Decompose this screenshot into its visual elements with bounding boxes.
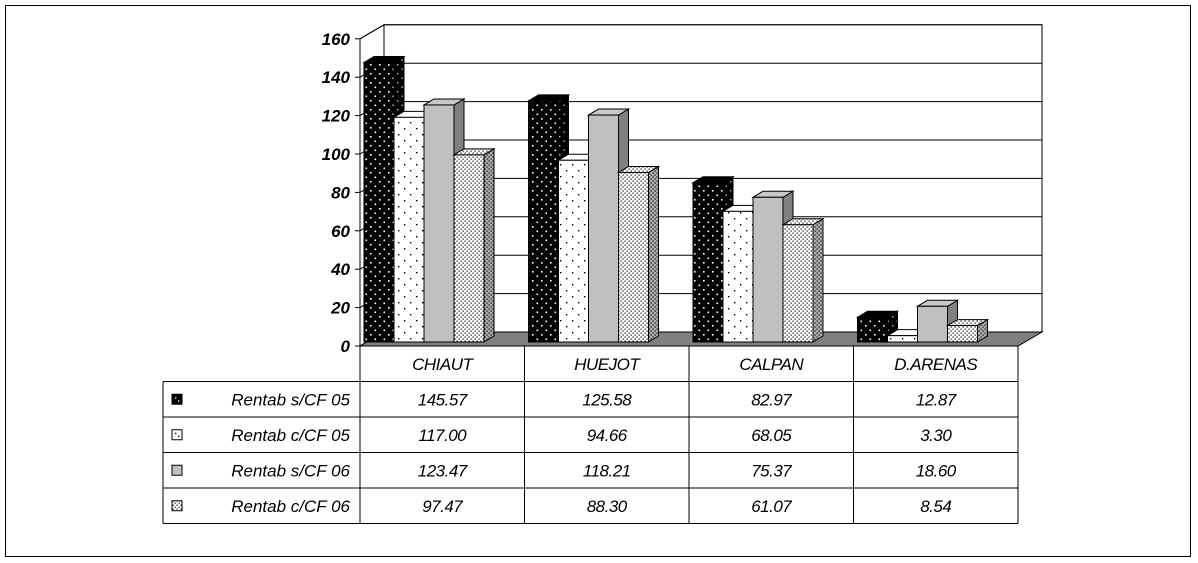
- bar-front: [887, 335, 918, 343]
- bar-front: [423, 104, 455, 343]
- bar-front: [722, 210, 754, 343]
- legend-key-dot: [175, 397, 177, 399]
- bar-side: [483, 147, 495, 343]
- bar-side: [648, 165, 659, 343]
- y-tick-label: 100: [322, 145, 351, 164]
- data-cell: 8.54: [920, 497, 951, 516]
- bar: [452, 147, 496, 343]
- data-cell: 68.05: [751, 426, 792, 445]
- bar-front: [558, 159, 589, 343]
- legend-key-dot: [178, 435, 180, 438]
- bar-front: [453, 154, 485, 343]
- data-cell: 12.87: [916, 390, 957, 409]
- category-label: CALPAN: [739, 355, 804, 374]
- bar-front: [947, 325, 978, 343]
- bar: [616, 165, 661, 343]
- series-name: Rentab s/CF 06: [231, 461, 350, 480]
- y-axis: 0 20 40 60 80 100 120 140 160: [322, 30, 361, 356]
- bar-front: [782, 224, 814, 343]
- bar-front: [618, 171, 649, 343]
- bar: [781, 217, 825, 343]
- y-tick-label: 0: [341, 337, 351, 356]
- y-tick-label: 140: [322, 68, 351, 87]
- data-cell: 18.60: [916, 461, 957, 480]
- data-cell: 118.21: [583, 461, 631, 480]
- y-tick-label: 80: [331, 183, 350, 202]
- legend-key-dot: [178, 400, 180, 402]
- bar-front: [917, 305, 948, 343]
- y-tick-label: 40: [330, 260, 350, 279]
- gridline-side: [359, 24, 385, 40]
- series-name: Rentab c/CF 05: [231, 426, 350, 445]
- category-label: CHIAUT: [412, 355, 474, 374]
- y-tick-label: 160: [322, 30, 351, 49]
- bar-front: [692, 182, 724, 343]
- category-label: HUEJOT: [574, 355, 641, 374]
- bar-side: [812, 217, 824, 343]
- chart-frame: [5, 5, 1191, 557]
- data-cell: 61.07: [751, 497, 792, 516]
- bar-front: [393, 116, 425, 343]
- bar: [526, 94, 571, 343]
- category-label: D.ARENAS: [894, 355, 978, 374]
- data-cell: 75.37: [751, 461, 792, 480]
- legend-key: [171, 500, 183, 512]
- legend-key: [171, 429, 183, 441]
- bar-front: [857, 316, 888, 343]
- series-name: Rentab s/CF 05: [231, 390, 350, 409]
- data-cell: 82.97: [751, 390, 792, 409]
- bar-series: [362, 55, 990, 343]
- data-cell: 123.47: [418, 461, 468, 480]
- bar-front: [588, 114, 619, 343]
- data-cell: 94.66: [587, 426, 628, 445]
- legend-key-dot: [175, 432, 177, 435]
- bar-front: [363, 62, 395, 343]
- data-cell: 3.30: [920, 426, 952, 445]
- legend-key: [171, 393, 183, 405]
- bar-front: [528, 100, 559, 343]
- legend-key: [171, 464, 183, 476]
- bar-front: [752, 196, 784, 343]
- bar: [945, 318, 990, 343]
- data-cell: 125.58: [582, 390, 632, 409]
- series-name: Rentab c/CF 06: [231, 497, 350, 516]
- y-tick-label: 20: [330, 299, 350, 318]
- data-cell: 145.57: [418, 390, 468, 409]
- y-tick-label: 60: [331, 222, 350, 241]
- data-cell: 88.30: [587, 497, 628, 516]
- data-cell: 97.47: [422, 497, 463, 516]
- data-table: CHIAUT HUEJOT CALPAN D.ARENAS Rentab s/CF 05…: [162, 345, 1019, 524]
- y-tick-label: 120: [322, 107, 351, 126]
- data-cell: 117.00: [418, 426, 467, 445]
